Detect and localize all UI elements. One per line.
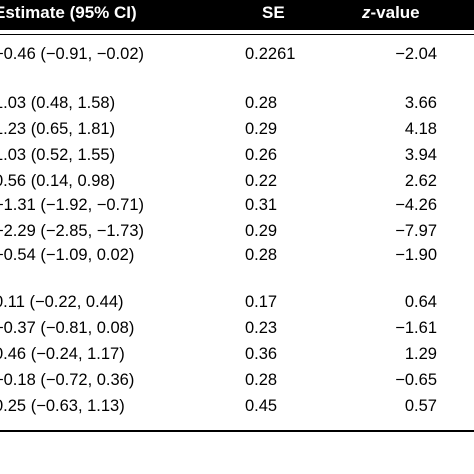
table-row: −2.29 (−2.85, −1.73) 0.29 −7.97 [0, 220, 474, 242]
se-cell: 0.28 [245, 94, 278, 112]
estimate-cell: 0.46 (−0.24, 1.17) [0, 345, 125, 363]
se-cell: 0.31 [245, 196, 278, 214]
table-row: −1.31 (−1.92, −0.71) 0.31 −4.26 [0, 194, 474, 216]
table-row: 1.23 (0.65, 1.81) 0.29 4.18 [0, 118, 474, 140]
estimate-cell: 1.03 (0.52, 1.55) [0, 146, 116, 164]
table-row: −0.46 (−0.91, −0.02) 0.2261 −2.04 [0, 43, 474, 65]
se-cell: 0.26 [245, 146, 278, 164]
estimate-cell: 1.23 (0.65, 1.81) [0, 120, 116, 138]
z-value-cell: 1.29 [404, 345, 437, 363]
header-z-italic: z [362, 3, 371, 22]
estimate-cell: −0.46 (−0.91, −0.02) [0, 45, 144, 63]
z-value-cell: −2.04 [395, 45, 437, 63]
z-value-cell: 2.62 [404, 172, 437, 190]
se-cell: 0.28 [245, 246, 278, 264]
se-cell: 0.2261 [245, 45, 296, 63]
table-row: −0.18 (−0.72, 0.36) 0.28 −0.65 [0, 369, 474, 391]
header-z-value: z-value [362, 0, 420, 30]
z-value-cell: −4.26 [395, 196, 437, 214]
estimate-cell: 0.11 (−0.22, 0.44) [0, 293, 124, 311]
table-header: Estimate (95% CI) SE z-value [0, 0, 474, 30]
z-value-cell: −1.61 [395, 319, 437, 337]
z-value-cell: −7.97 [395, 222, 437, 240]
se-cell: 0.45 [245, 397, 278, 415]
se-cell: 0.23 [245, 319, 278, 337]
se-cell: 0.28 [245, 371, 278, 389]
se-cell: 0.29 [245, 222, 278, 240]
z-value-cell: −1.90 [395, 246, 437, 264]
estimate-cell: −0.18 (−0.72, 0.36) [0, 371, 135, 389]
z-value-cell: 4.18 [404, 120, 437, 138]
se-cell: 0.29 [245, 120, 278, 138]
bottom-rule [0, 430, 474, 432]
table-row: −0.54 (−1.09, 0.02) 0.28 −1.90 [0, 244, 474, 266]
se-cell: 0.36 [245, 345, 278, 363]
estimate-cell: −1.31 (−1.92, −0.71) [0, 196, 144, 214]
header-z-rest: -value [370, 3, 420, 22]
header-se: SE [262, 3, 285, 22]
se-cell: 0.22 [245, 172, 278, 190]
header-estimate: Estimate (95% CI) [0, 3, 137, 22]
z-value-cell: 0.64 [404, 293, 437, 311]
estimate-cell: 0.25 (−0.63, 1.13) [0, 397, 125, 415]
table-row: 1.03 (0.52, 1.55) 0.26 3.94 [0, 144, 474, 166]
se-cell: 0.17 [245, 293, 278, 311]
table-row: 1.03 (0.48, 1.58) 0.28 3.66 [0, 92, 474, 114]
estimate-cell: −0.54 (−1.09, 0.02) [0, 246, 135, 264]
estimate-cell: −2.29 (−2.85, −1.73) [0, 222, 144, 240]
z-value-cell: 3.66 [404, 94, 437, 112]
table-row: 0.11 (−0.22, 0.44) 0.17 0.64 [0, 291, 474, 313]
estimate-cell: 0.56 (0.14, 0.98) [0, 172, 116, 190]
z-value-cell: 0.57 [404, 397, 437, 415]
top-rule [0, 34, 474, 35]
estimate-cell: 1.03 (0.48, 1.58) [0, 94, 116, 112]
table-row: 0.25 (−0.63, 1.13) 0.45 0.57 [0, 395, 474, 417]
table-row: 0.56 (0.14, 0.98) 0.22 2.62 [0, 170, 474, 192]
table-row: 0.46 (−0.24, 1.17) 0.36 1.29 [0, 343, 474, 365]
z-value-cell: −0.65 [395, 371, 437, 389]
table-row: −0.37 (−0.81, 0.08) 0.23 −1.61 [0, 317, 474, 339]
z-value-cell: 3.94 [404, 146, 437, 164]
estimate-cell: −0.37 (−0.81, 0.08) [0, 319, 135, 337]
